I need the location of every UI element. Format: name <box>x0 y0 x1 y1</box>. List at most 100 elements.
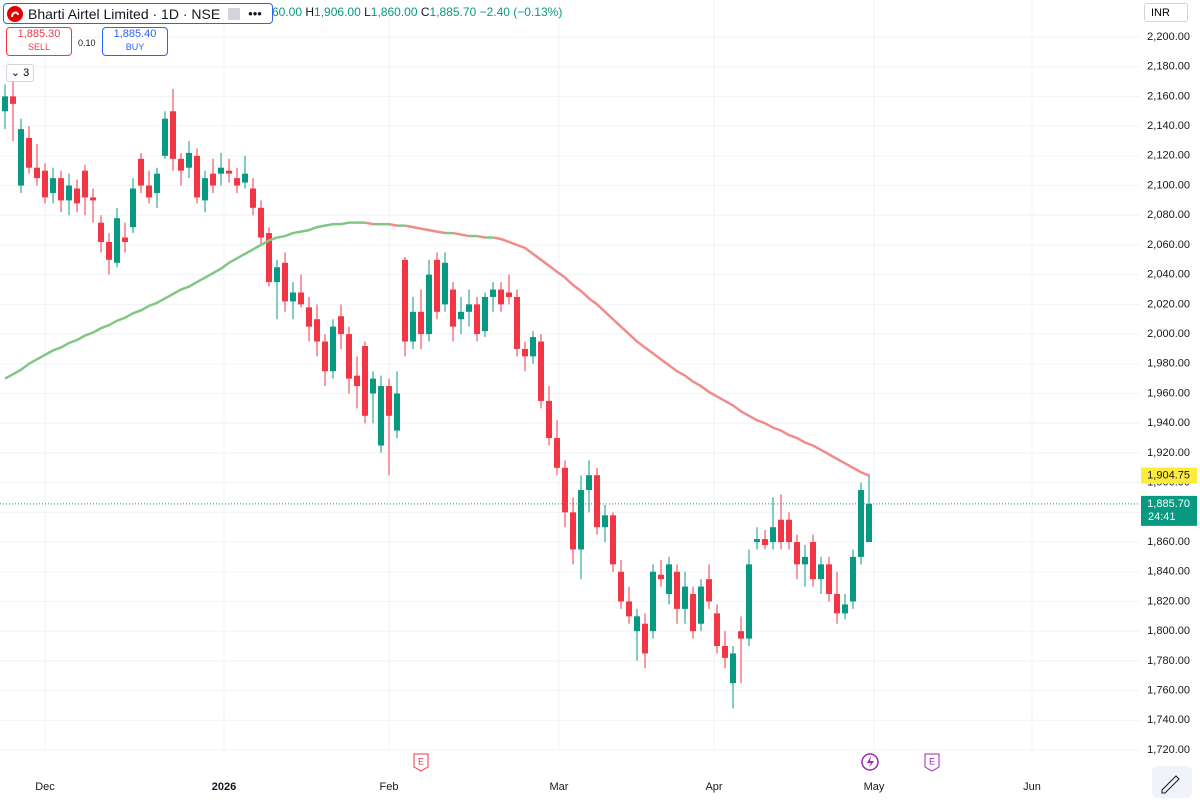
candle-body <box>26 138 32 168</box>
candle-body <box>90 197 96 201</box>
candle-body <box>538 341 544 401</box>
draw-tool[interactable] <box>1152 766 1192 798</box>
candle-body <box>666 564 672 595</box>
candle-body <box>562 467 568 513</box>
candle-body <box>770 527 776 543</box>
x-tick-label: Mar <box>550 781 569 793</box>
earnings-icon-text: E <box>418 756 424 766</box>
candle-body <box>138 158 144 186</box>
legend-value: 1,860.00 <box>370 5 418 19</box>
y-tick-label: 1,820.00 <box>1147 595 1190 607</box>
x-tick-label: Apr <box>705 781 722 793</box>
candle-body <box>234 178 240 186</box>
more-icon[interactable]: ••• <box>248 6 262 21</box>
candle-body <box>866 503 872 543</box>
earnings-icon-text: E <box>929 756 935 766</box>
candle-body <box>274 267 280 283</box>
x-tick-label: Feb <box>380 781 399 793</box>
y-tick-label: 1,720.00 <box>1147 744 1190 756</box>
candle-body <box>498 289 504 305</box>
candle-body <box>594 475 600 528</box>
logo-circle <box>7 5 23 22</box>
countdown: 24:41 <box>1148 511 1176 523</box>
plot <box>0 78 1140 709</box>
logo <box>7 5 23 22</box>
candle-body <box>146 185 152 198</box>
candle-body <box>722 646 728 658</box>
sell-price: 1,885.30 <box>17 28 61 40</box>
y-tick-label: 1,960.00 <box>1147 387 1190 399</box>
y-tick-label: 1,800.00 <box>1147 625 1190 637</box>
candle-body <box>474 304 480 335</box>
moving-average <box>492 236 870 477</box>
candle-body <box>202 178 208 201</box>
candle-body <box>418 311 424 335</box>
candle-body <box>450 289 456 327</box>
candle-body <box>82 170 88 198</box>
currency: INR <box>1151 7 1170 19</box>
moving-average <box>404 224 446 235</box>
candle-body <box>682 586 688 609</box>
y-tick-label: 2,140.00 <box>1147 120 1190 132</box>
draw-tool-icon <box>1161 775 1180 794</box>
candle-body <box>306 307 312 327</box>
spread: 0.10 <box>78 38 96 48</box>
legend-value: 1,885.70 <box>429 5 477 19</box>
draw-tool-bg[interactable] <box>1152 766 1192 798</box>
candle-body <box>618 571 624 602</box>
candle-body <box>50 178 56 193</box>
candle-body <box>794 542 800 565</box>
candle-body <box>106 241 112 260</box>
candle-body <box>434 259 440 312</box>
candle-body <box>282 262 288 302</box>
candle-body <box>674 571 680 609</box>
axes: 1,720.00 1,740.00 1,760.00 1,780.00 1,800.00… <box>35 31 1197 793</box>
candle-body <box>554 438 560 468</box>
candle-body <box>858 490 864 557</box>
sell-button[interactable]: 1,885.30 SELL <box>6 27 72 56</box>
candle-body <box>402 259 408 342</box>
price-axis-bg <box>1140 0 1200 804</box>
y-tick-label: 2,120.00 <box>1147 150 1190 162</box>
candle-body <box>194 155 200 198</box>
candle-body <box>522 348 528 357</box>
candle-body <box>506 292 512 297</box>
symbol-title: Bharti Airtel Limited · 1D · NSE <box>28 5 221 22</box>
candle-body <box>578 490 584 550</box>
last-price-badge <box>1141 495 1197 526</box>
candle-body <box>346 334 352 379</box>
candle-body <box>162 118 168 156</box>
indicator-toggle[interactable]: ⌄ 3 <box>6 64 34 82</box>
candle-body <box>186 152 192 168</box>
y-tick-label: 2,100.00 <box>1147 179 1190 191</box>
candle-body <box>730 653 736 684</box>
candle-body <box>826 564 832 595</box>
candle-body <box>354 375 360 387</box>
candle-body <box>514 296 520 349</box>
candle-body <box>658 574 664 580</box>
currency-button[interactable]: INR <box>1144 3 1188 22</box>
candle-body <box>810 542 816 580</box>
y-tick-label: 2,200.00 <box>1147 31 1190 43</box>
candle-body <box>778 519 784 543</box>
candle-body <box>546 400 552 439</box>
candle-body <box>426 274 432 335</box>
event-icons: E E <box>413 753 940 772</box>
y-tick-label: 1,980.00 <box>1147 358 1190 370</box>
candle-body <box>442 262 448 305</box>
candle-body <box>130 188 136 228</box>
candle-body <box>242 173 248 183</box>
symbol-header[interactable]: Bharti Airtel Limited · 1D · NSE ••• <box>3 3 273 24</box>
dividend-icon-bolt <box>867 756 874 768</box>
candle-body <box>42 170 48 198</box>
candle-body <box>362 345 368 416</box>
flag-icon[interactable] <box>228 7 241 20</box>
x-tick-label: May <box>864 781 885 793</box>
indicator-count: 3 <box>23 67 30 79</box>
y-tick-label: 1,780.00 <box>1147 655 1190 667</box>
x-tick-label: Dec <box>35 781 55 793</box>
buy-button[interactable]: 1,885.40 BUY <box>102 27 168 56</box>
candle-body <box>834 594 840 614</box>
